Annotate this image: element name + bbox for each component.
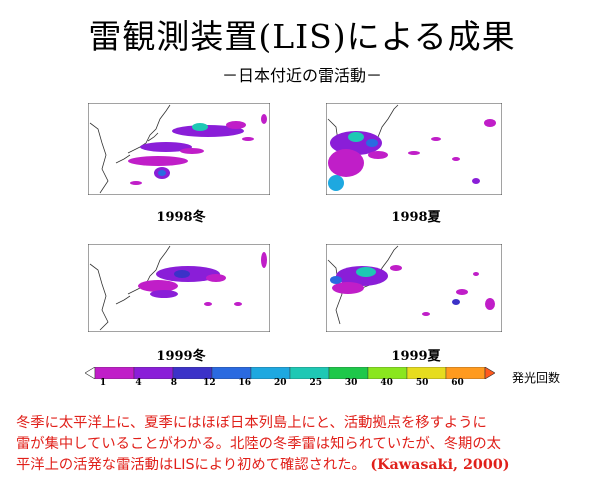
colorbar-right-arrow xyxy=(484,367,495,379)
lightning-density-1998-winter xyxy=(128,114,267,185)
colorbar xyxy=(85,367,495,379)
lightning-density-1998-summer xyxy=(328,119,496,191)
page-title: 雷観測装置(LIS)による成果 xyxy=(88,17,516,56)
map-1998-summer xyxy=(326,103,502,195)
colorbar-tick-label: 25 xyxy=(309,378,322,388)
colorbar-tick-label: 12 xyxy=(203,378,216,388)
colorbar-tick-label: 60 xyxy=(451,378,464,388)
colorbar-tick-label: 16 xyxy=(238,378,252,388)
map-1999-winter xyxy=(88,244,270,332)
colorbar-tick-label: 1 xyxy=(99,378,107,388)
caption-line-2: 雷が集中していることがわかる。北陸の冬季雷は知られていたが、冬期の太 xyxy=(16,436,501,452)
map-panel-1998-winter xyxy=(88,103,270,195)
colorbar-tick-label: 20 xyxy=(274,378,287,388)
caption: 冬季に太平洋上に、夏季にはほぼ日本列島上にと、活動拠点を移すように 雷が集中して… xyxy=(16,413,601,476)
map-1999-summer xyxy=(326,244,502,332)
colorbar-tick-label: 40 xyxy=(380,378,393,388)
caption-line-1: 冬季に太平洋上に、夏季にはほぼ日本列島上にと、活動拠点を移すように xyxy=(16,415,487,431)
colorbar-tick-label: 8 xyxy=(170,378,178,388)
lightning-density-1999-winter xyxy=(138,252,267,306)
page-subtitle: －日本付近の雷活動－ xyxy=(221,66,382,85)
caption-line-3-text: 平洋上の活発な雷活動はLISにより初めて確認された。 xyxy=(16,457,366,473)
panel-label-1999-winter: 1999冬 xyxy=(156,349,206,364)
caption-line-3: 平洋上の活発な雷活動はLISにより初めて確認された。 (Kawasaki, 20… xyxy=(16,455,601,476)
colorbar-unit: 発光回数 xyxy=(512,371,561,385)
map-panel-1999-winter xyxy=(88,244,270,332)
colorbar-tick-label: 4 xyxy=(135,378,142,388)
panel-label-1998-summer: 1998夏 xyxy=(391,210,441,225)
map-panel-1999-summer xyxy=(326,244,502,332)
colorbar-tick-label: 30 xyxy=(344,378,358,388)
lightning-density-1999-summer xyxy=(330,265,495,316)
map-panel-1998-summer xyxy=(326,103,502,195)
colorbar-tick-label: 50 xyxy=(415,378,429,388)
map-1998-winter xyxy=(88,103,270,195)
panel-label-1999-summer: 1999夏 xyxy=(391,349,441,364)
panel-label-1998-winter: 1998冬 xyxy=(156,210,206,225)
caption-citation: (Kawasaki, 2000) xyxy=(370,457,510,473)
